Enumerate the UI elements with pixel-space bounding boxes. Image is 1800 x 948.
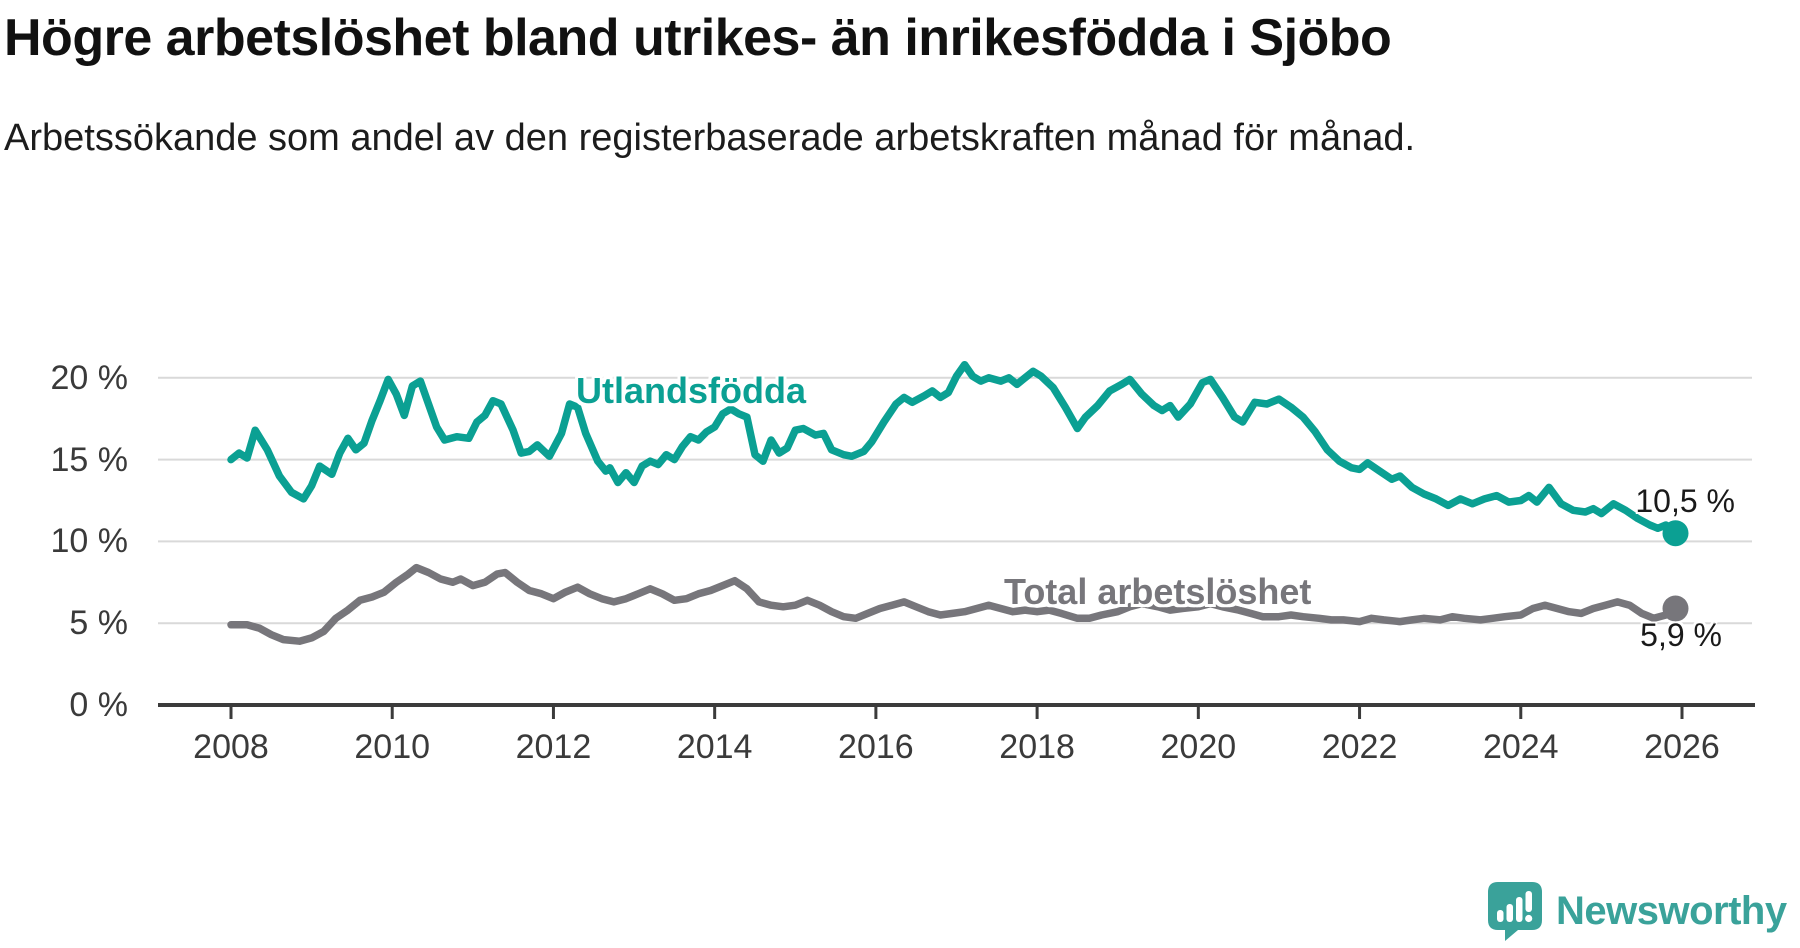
series-label-utlandsfodda: Utlandsfödda (576, 370, 806, 411)
series-line-1 (227, 563, 1680, 645)
series-line-0 (227, 360, 1680, 537)
x-axis-label: 2018 (999, 728, 1075, 766)
x-axis-label: 2024 (1482, 728, 1559, 766)
x-axis-label: 2022 (1321, 728, 1398, 766)
x-axis-label: 2008 (193, 728, 269, 766)
y-axis-label: 10 % (50, 522, 129, 561)
end-value-label-total-arbetsloshet: 5,9 % (1640, 617, 1722, 653)
series-end-dot-1 (1662, 595, 1689, 622)
chart-title: Högre arbetslöshet bland utrikes- än inr… (4, 9, 1392, 67)
x-axis-label: 2016 (838, 728, 914, 766)
x-axis-label: 2020 (1160, 728, 1237, 766)
y-axis-label: 15 % (50, 440, 129, 479)
series-label-total-arbetsloshet: Total arbetslöshet (1004, 571, 1312, 612)
brand-footer: Newsworthy (1488, 882, 1787, 941)
series-end-dot-0 (1662, 520, 1689, 547)
newsworthy-logo-icon (1488, 882, 1542, 941)
y-axis-label: 0 % (69, 686, 128, 724)
x-axis-label: 2012 (515, 728, 592, 766)
y-axis-label: 20 % (50, 358, 129, 397)
x-axis-label: 2026 (1644, 728, 1720, 766)
end-value-label-utlandsfodda: 10,5 % (1635, 483, 1735, 519)
x-axis-label: 2014 (676, 728, 753, 766)
brand-name: Newsworthy (1556, 889, 1787, 933)
y-axis-label: 5 % (69, 604, 128, 643)
x-axis-label: 2010 (354, 728, 431, 766)
chart-subtitle: Arbetssökande som andel av den registerb… (4, 117, 1416, 159)
